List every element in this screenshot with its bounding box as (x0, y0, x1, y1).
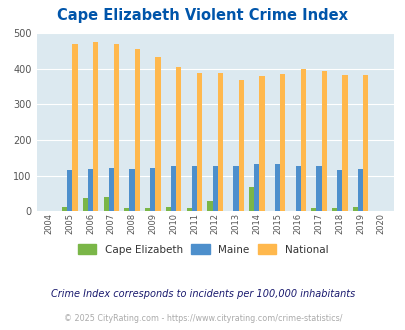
Bar (62, 207, 67, 211)
Bar (129, 169, 134, 211)
Bar (196, 73, 202, 211)
Bar (362, 76, 367, 211)
Bar (315, 166, 321, 211)
Text: © 2025 CityRating.com - https://www.cityrating.com/crime-statistics/: © 2025 CityRating.com - https://www.city… (64, 314, 341, 323)
Bar (176, 67, 181, 211)
Bar (233, 166, 238, 211)
Bar (67, 170, 72, 211)
Bar (217, 73, 222, 211)
Bar (337, 170, 341, 211)
Bar (331, 208, 337, 211)
Bar (295, 166, 300, 211)
Bar (300, 69, 305, 211)
Bar (165, 207, 171, 211)
Bar (248, 187, 254, 211)
Bar (321, 71, 326, 211)
Text: Cape Elizabeth Violent Crime Index: Cape Elizabeth Violent Crime Index (58, 8, 347, 23)
Bar (254, 164, 259, 211)
Bar (279, 74, 285, 211)
Bar (357, 169, 362, 211)
Bar (145, 208, 150, 211)
Bar (150, 168, 155, 211)
Bar (72, 44, 77, 211)
Bar (186, 208, 191, 211)
Bar (103, 197, 109, 211)
Bar (171, 166, 176, 211)
Bar (155, 57, 160, 211)
Bar (93, 42, 98, 211)
Bar (259, 76, 264, 211)
Bar (352, 207, 357, 211)
Bar (341, 75, 347, 211)
Text: Crime Index corresponds to incidents per 100,000 inhabitants: Crime Index corresponds to incidents per… (51, 289, 354, 299)
Legend: Cape Elizabeth, Maine, National: Cape Elizabeth, Maine, National (73, 240, 332, 259)
Bar (207, 201, 212, 211)
Bar (311, 208, 315, 211)
Bar (114, 45, 119, 211)
Bar (274, 164, 279, 211)
Bar (212, 166, 217, 211)
Bar (109, 168, 114, 211)
Bar (83, 198, 88, 211)
Bar (124, 208, 129, 211)
Bar (88, 169, 93, 211)
Bar (238, 80, 243, 211)
Bar (191, 166, 196, 211)
Bar (134, 49, 140, 211)
